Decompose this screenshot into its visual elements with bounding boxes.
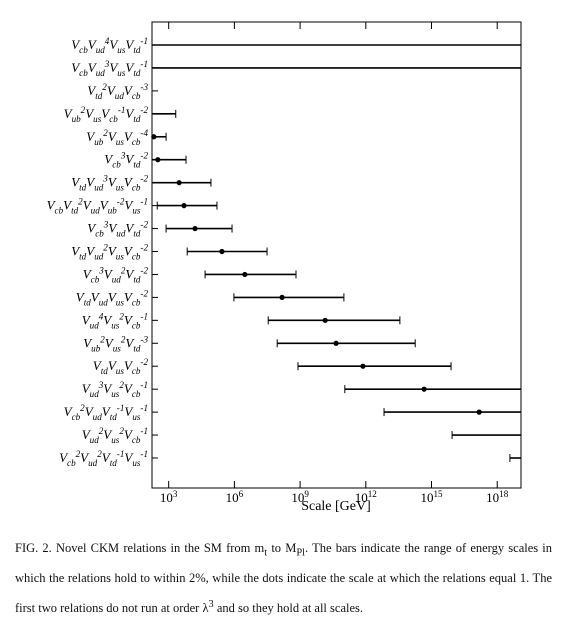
- y-tick-label: VtdVud2VusVcb-2: [71, 243, 148, 262]
- crossing-dot: [476, 409, 482, 415]
- y-tick-label: Vtd2VudVcb-3: [87, 82, 148, 101]
- crossing-dot: [176, 180, 182, 186]
- y-tick-label: Vcb3Vtd-2: [104, 151, 148, 170]
- x-tick-label: 1015: [420, 489, 443, 505]
- y-tick-label: Vcb2Vud2Vtd-1Vus-1: [59, 449, 148, 468]
- x-tick-label: 109: [291, 489, 309, 505]
- plot-frame: [151, 21, 522, 489]
- y-tick-label: VtdVusVcb-2: [93, 357, 149, 376]
- y-tick-label: VtdVudVusVcb-2: [76, 288, 149, 307]
- y-tick-label: Vub2Vus2Vtd-3: [83, 334, 148, 353]
- crossing-dot: [151, 134, 157, 140]
- crossing-dot: [181, 203, 187, 209]
- crossing-dot: [322, 317, 328, 323]
- y-tick-label: Vcb3VudVtd-2: [87, 220, 148, 239]
- y-tick-label: Vcb2VudVtd-1Vus-1: [64, 403, 148, 422]
- crossing-dot: [192, 225, 198, 232]
- crossing-dot: [333, 340, 339, 346]
- x-axis-title: Scale [GeV]: [301, 499, 371, 514]
- crossing-dot: [242, 271, 248, 278]
- y-tick-label: VcbVud3VusVtd-1: [71, 59, 148, 78]
- y-tick-label: Vub2VusVcb-4: [86, 128, 148, 147]
- y-tick-label: Vub2VusVcb-1Vtd-2: [64, 105, 149, 124]
- crossing-dot: [421, 386, 427, 392]
- crossing-dot: [360, 363, 366, 369]
- chart: Scale [GeV] 103 106 109 1012 1015 1018 VcbVud4…: [47, 21, 522, 514]
- caption: FIG. 2. Novel CKM relations in the SM fr…: [15, 541, 553, 615]
- x-tick-label: 1012: [355, 489, 378, 505]
- y-tick-label: Vud2Vus2Vcb-1: [82, 426, 148, 445]
- x-tick-label: 103: [160, 489, 178, 505]
- x-tick-label: 106: [226, 489, 244, 505]
- x-tick-label: 1018: [486, 489, 509, 505]
- crossing-dot: [219, 248, 225, 255]
- crossing-dot: [279, 294, 285, 300]
- crossing-dot: [155, 157, 161, 163]
- y-tick-label: Vud4Vus2Vcb-1: [82, 311, 148, 330]
- y-tick-label: Vcb3Vud2Vtd-2: [83, 265, 149, 284]
- y-tick-label: VcbVtd2VudVub-2Vus-1: [47, 197, 148, 216]
- y-tick-label: Vud3Vus2Vcb-1: [82, 380, 148, 399]
- y-tick-label: VtdVud3VusVcb-2: [71, 174, 148, 193]
- y-tick-label: VcbVud4VusVtd-1: [71, 36, 148, 55]
